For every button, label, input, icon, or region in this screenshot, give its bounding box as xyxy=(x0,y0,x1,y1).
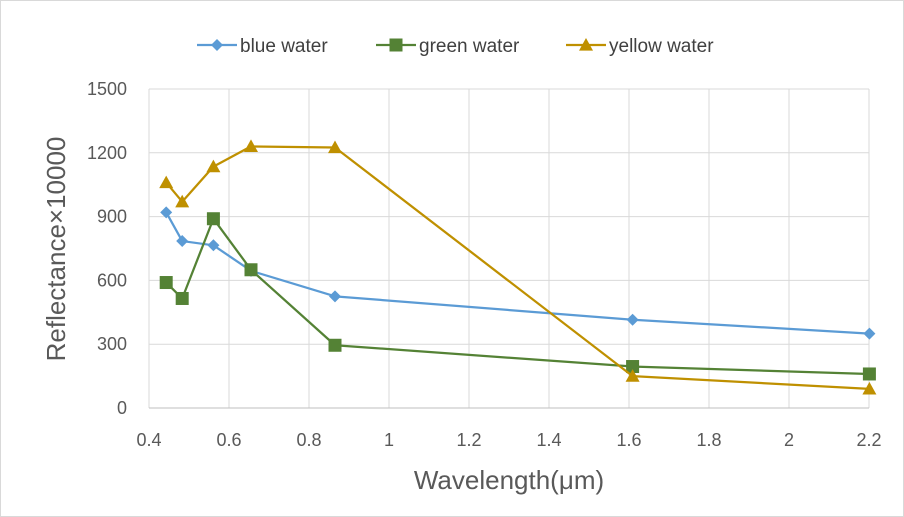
series-yellow-water xyxy=(159,139,877,395)
series-blue-water xyxy=(160,206,876,340)
x-tick-label: 1.6 xyxy=(616,430,641,450)
legend-item-blue-water: blue water xyxy=(197,36,328,57)
legend-label: blue water xyxy=(240,36,328,57)
data-point-yellow-water xyxy=(328,140,342,154)
legend-item-yellow-water: yellow water xyxy=(566,36,714,57)
data-point-yellow-water xyxy=(625,369,640,382)
data-point-yellow-water xyxy=(206,159,221,173)
x-tick-label: 1 xyxy=(384,430,394,450)
legend-marker xyxy=(211,39,223,51)
data-point-green-water xyxy=(175,291,189,305)
data-point-green-water xyxy=(244,263,258,277)
axes: 0 300 600 900 1200 1500 0.4 0.6 0.8 1 1.2 1.4 1.6 1.8… xyxy=(87,79,882,450)
x-tick-label: 0.6 xyxy=(216,430,241,450)
x-tick-label: 0.4 xyxy=(136,430,161,450)
x-tick-label: 1.2 xyxy=(456,430,481,450)
legend-item-green-water: green water xyxy=(376,36,520,57)
data-point-green-water xyxy=(159,276,173,290)
x-tick-label: 2.2 xyxy=(856,430,881,450)
series-layer xyxy=(159,139,877,395)
y-axis-title: Reflectance×10000 xyxy=(41,137,71,362)
y-tick-label: 600 xyxy=(97,270,127,290)
legend-label: green water xyxy=(419,36,520,57)
legend-label: yellow water xyxy=(609,36,714,57)
x-tick-label: 2 xyxy=(784,430,794,450)
grid-lines xyxy=(148,88,870,409)
series-line-blue-water xyxy=(165,211,870,335)
y-tick-label: 900 xyxy=(97,207,127,227)
data-point-blue-water xyxy=(160,206,173,219)
legend-marker xyxy=(579,38,593,51)
x-tick-label: 1.8 xyxy=(696,430,721,450)
data-point-yellow-water xyxy=(175,194,190,208)
data-point-blue-water xyxy=(176,235,189,248)
data-point-yellow-water xyxy=(244,139,258,153)
y-tick-label: 1500 xyxy=(87,79,127,99)
data-point-green-water xyxy=(862,367,876,381)
data-point-green-water xyxy=(328,338,342,352)
series-line-yellow-water xyxy=(165,145,870,390)
data-point-blue-water xyxy=(626,313,639,326)
data-point-green-water xyxy=(206,212,220,226)
legend-marker xyxy=(389,38,403,52)
data-point-green-water xyxy=(626,360,640,374)
series-green-water xyxy=(159,212,876,381)
data-point-blue-water xyxy=(207,239,220,252)
data-point-blue-water xyxy=(329,290,341,303)
series-line-green-water xyxy=(165,217,870,376)
x-tick-label: 1.4 xyxy=(536,430,561,450)
x-axis-title: Wavelength(μm) xyxy=(414,465,604,495)
y-tick-label: 1200 xyxy=(87,143,127,163)
y-tick-label: 0 xyxy=(117,398,127,418)
x-tick-label: 0.8 xyxy=(296,430,321,450)
data-point-blue-water xyxy=(863,327,876,340)
legend: blue water green water yellow water xyxy=(197,36,714,57)
data-point-yellow-water xyxy=(159,175,174,189)
y-tick-label: 300 xyxy=(97,334,127,354)
data-point-yellow-water xyxy=(862,381,877,395)
